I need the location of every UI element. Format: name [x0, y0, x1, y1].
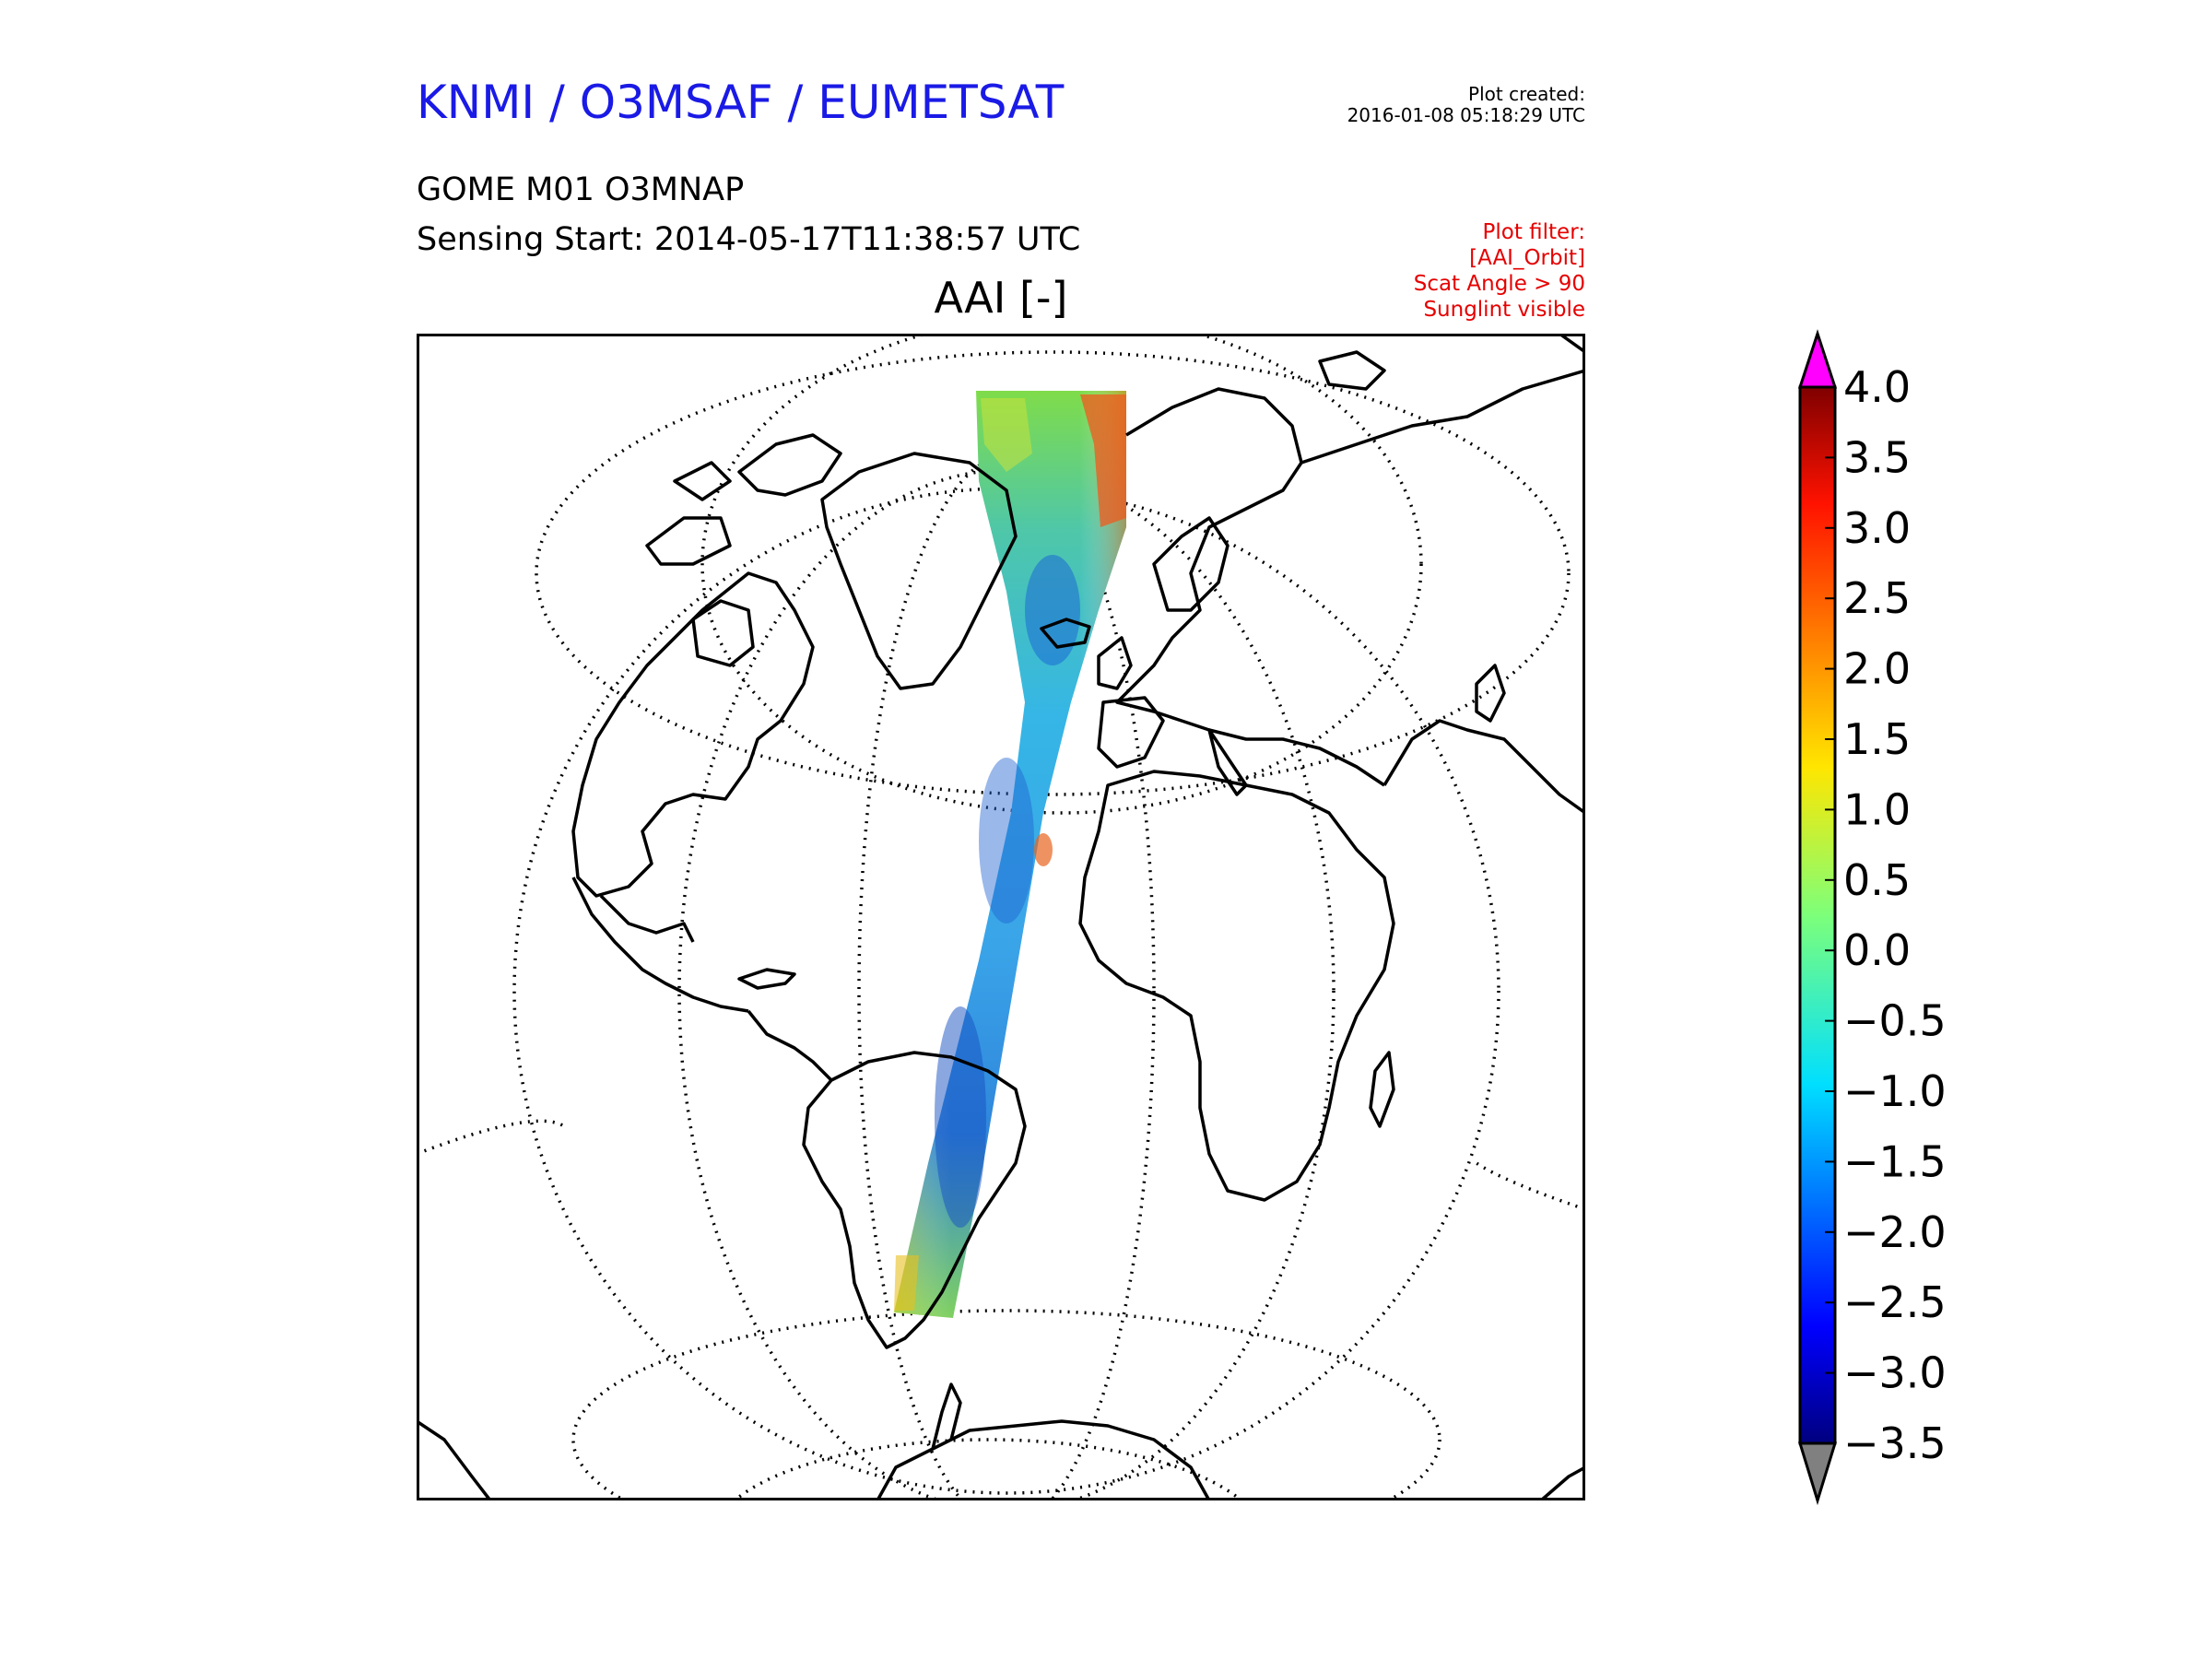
coastline-asia [1382, 719, 1585, 815]
coastline-caspian [1475, 664, 1506, 723]
colorbar-tick-label: 0.5 [1843, 855, 1911, 905]
coastline-frame-edge [1539, 1465, 1585, 1500]
graticule [417, 334, 1585, 1500]
coastline-north-america [571, 877, 749, 1013]
swath-high-values [894, 1255, 919, 1311]
colorbar-tick-label: 3.0 [1843, 503, 1911, 553]
swath-low-values [979, 758, 1034, 924]
graticule-line [512, 487, 1500, 1495]
graticule-line [417, 1119, 565, 1156]
plot-filter-line: [AAI_Orbit] [1469, 246, 1585, 270]
colorbar-tick-label: −1.0 [1843, 1066, 1947, 1116]
map-panel [417, 334, 1585, 1500]
colorbar-tick-label: 1.0 [1843, 784, 1911, 834]
graticule-line [677, 468, 1335, 1500]
coastline-north-america [571, 571, 815, 898]
graticule-line [732, 1438, 1244, 1500]
colorbar-ticks: 4.0 3.5 3.0 2.5 2.0 1.5 1.0 0.5 0.0 −0.5 −1.0 −1.5 −… [1825, 362, 1947, 1468]
coastline-greenland [820, 452, 1018, 690]
plot-created-time: 2016-01-08 05:18:29 UTC [1347, 104, 1585, 126]
coastline-africa [1078, 770, 1395, 1202]
plot-filter: Plot filter: [AAI_Orbit] Scat Angle > 90… [1309, 219, 1585, 323]
map-content [417, 334, 1585, 1500]
coastline-arctic-islands [645, 516, 732, 566]
coastline-arctic-islands [673, 461, 732, 501]
coastline-gulf [599, 894, 695, 943]
swath-high-values [1080, 394, 1126, 527]
aai-swath [894, 391, 1126, 1318]
colorbar-tick-label: 2.5 [1843, 573, 1911, 623]
coastline-scandinavia [1152, 516, 1230, 612]
swath-high-values [981, 398, 1032, 472]
plot-created-label: Plot created: [1468, 83, 1585, 105]
coastline-iceland [1040, 618, 1091, 649]
coastline-central-america [747, 1009, 833, 1082]
graticule-line [700, 334, 1423, 815]
colorbar-tick-label: −3.0 [1843, 1348, 1947, 1398]
map-frame [417, 334, 1585, 1500]
colorbar-over-extension [1797, 329, 1838, 389]
coastline-asia [1300, 369, 1585, 465]
coastline-antarctic-peninsula [931, 1382, 962, 1450]
coastline-frame-edge [417, 1419, 492, 1500]
colorbar-tick-label: 4.0 [1843, 362, 1911, 412]
colorbar-tick-label: 2.0 [1843, 644, 1911, 694]
colorbar-tick-label: 3.5 [1843, 432, 1911, 482]
graticule-line [857, 454, 1156, 1500]
header-title: KNMI / O3MSAF / EUMETSAT [417, 76, 1065, 129]
sensing-start: Sensing Start: 2014-05-17T11:38:57 UTC [417, 221, 1081, 258]
coastline-iberia [1097, 696, 1165, 769]
colorbar-tick-label: 1.5 [1843, 714, 1911, 764]
colorbar-tick-label: −2.0 [1843, 1207, 1947, 1257]
swath-low-values [935, 1006, 986, 1228]
coastline-arctic-islands [1318, 350, 1386, 391]
colorbar-tick-label: −0.5 [1843, 996, 1947, 1046]
colorbar-tick-label: −3.5 [1843, 1418, 1947, 1468]
colorbar-tick-label: −1.5 [1843, 1136, 1947, 1186]
coastline-caribbean [737, 968, 796, 990]
product-name: GOME M01 O3MNAP [417, 171, 745, 208]
coastline-hudson [691, 599, 755, 667]
coastline-italy [1207, 728, 1248, 796]
coastline-british-isles [1097, 636, 1133, 690]
plot-created-info: Plot created: 2016-01-08 05:18:29 UTC [1235, 84, 1585, 126]
graticule-line [535, 350, 1571, 796]
coastline-europe [1115, 387, 1385, 787]
colorbar-gradient [1798, 385, 1837, 1445]
graticule-line [571, 1309, 1441, 1500]
colorbar: 4.0 3.5 3.0 2.5 2.0 1.5 1.0 0.5 0.0 −0.5 −1.0 −1.5 −… [1797, 329, 1947, 1506]
plot-filter-line: Scat Angle > 90 [1413, 272, 1585, 296]
graticule-line [1476, 1161, 1585, 1211]
coastline-south-america [802, 1051, 1027, 1349]
coastline-madagascar [1369, 1051, 1395, 1128]
plot-filter-label: Plot filter: [1482, 220, 1585, 244]
colorbar-under-extension [1797, 1441, 1838, 1506]
coastline-frame-edge [1558, 334, 1585, 354]
coastlines [417, 334, 1585, 1500]
colorbar-tick-label: 0.0 [1843, 925, 1911, 975]
colorbar-tick-label: −2.5 [1843, 1277, 1947, 1327]
coastline-antarctica [876, 1419, 1211, 1500]
coastline-arctic-islands [737, 433, 842, 497]
map-title: AAI [-] [934, 273, 1068, 323]
swath-low-values [1025, 555, 1080, 665]
plot-filter-line: Sunglint visible [1423, 298, 1585, 322]
swath-high-values [1034, 833, 1053, 866]
